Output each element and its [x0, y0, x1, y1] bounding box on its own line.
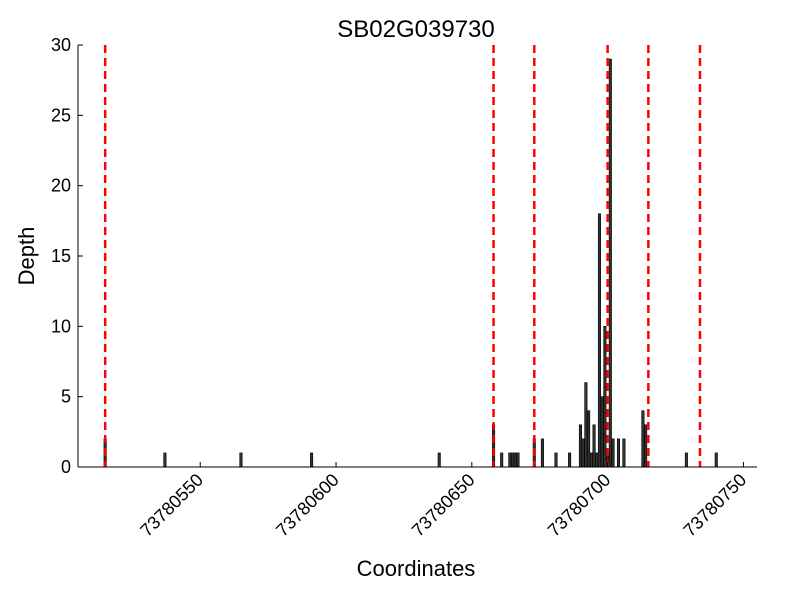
bar	[540, 438, 544, 468]
y-axis-title: Depth	[14, 227, 39, 286]
bar	[611, 438, 615, 468]
x-tick-label: 73780700	[544, 470, 615, 541]
y-ticks: 0 5 10 15 20 25 30	[51, 35, 83, 477]
bar	[437, 452, 441, 468]
bar	[310, 452, 314, 468]
x-tick-label: 73780550	[136, 470, 207, 541]
bar	[608, 58, 612, 468]
bar	[554, 452, 558, 468]
bar	[714, 452, 718, 468]
bar	[641, 410, 645, 468]
bar	[592, 424, 596, 468]
bar	[513, 452, 517, 468]
x-tick-label: 73780600	[272, 470, 343, 541]
bar	[600, 396, 604, 468]
bar	[684, 452, 688, 468]
vertical-markers	[103, 45, 702, 467]
bar	[239, 452, 243, 468]
x-tick-label: 73780650	[408, 470, 479, 541]
bar	[581, 438, 585, 468]
bar	[568, 452, 572, 468]
bar	[597, 213, 601, 468]
bar	[500, 452, 504, 468]
bar	[644, 424, 648, 468]
y-tick-label: 30	[51, 35, 71, 55]
y-tick-label: 20	[51, 176, 71, 196]
bar	[587, 410, 591, 468]
bar	[578, 424, 582, 468]
bar-series	[103, 58, 718, 468]
bar	[516, 452, 520, 468]
bar	[584, 382, 588, 468]
bar	[595, 452, 599, 468]
bar	[616, 438, 621, 468]
y-tick-label: 10	[51, 316, 71, 336]
y-tick-label: 0	[61, 457, 71, 477]
bar	[589, 452, 593, 468]
bar	[622, 438, 626, 468]
bar	[603, 326, 607, 468]
x-tick-label: 73780750	[679, 470, 750, 541]
bar	[163, 452, 167, 468]
bar	[508, 452, 512, 468]
y-tick-label: 15	[51, 246, 71, 266]
y-tick-label: 25	[51, 105, 71, 125]
x-axis-title: Coordinates	[357, 556, 476, 581]
x-ticks: 73780550 73780600 73780650 73780700 73780750	[136, 462, 750, 540]
bar	[492, 424, 496, 468]
y-tick-label: 5	[61, 387, 71, 407]
bar	[511, 452, 515, 468]
chart-title: SB02G039730	[337, 16, 494, 43]
